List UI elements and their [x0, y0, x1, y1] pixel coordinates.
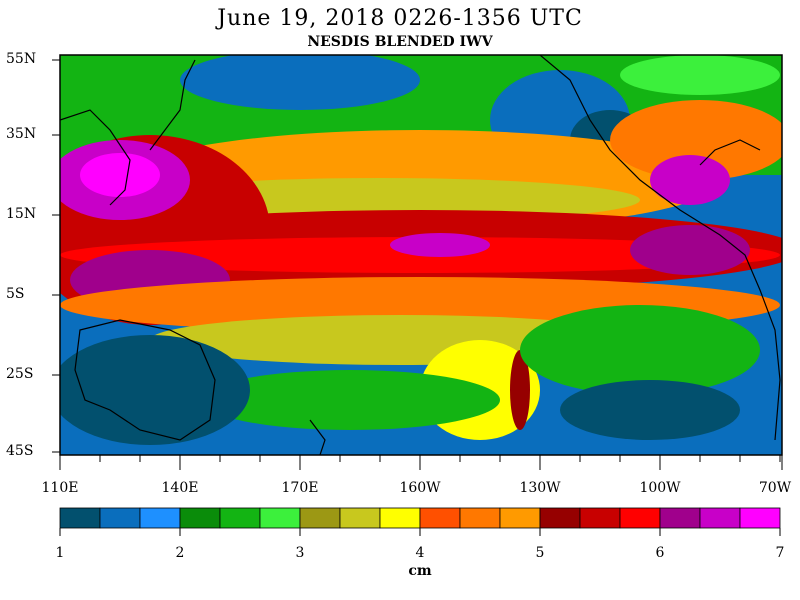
colorbar	[59, 507, 781, 536]
longitude-label: 100W	[639, 480, 681, 496]
colorbar-tick-label: 1	[55, 545, 65, 561]
colorbar-tick-label: 4	[415, 545, 425, 561]
colorbar-swatch	[619, 507, 661, 529]
longitude-label: 160W	[399, 480, 441, 496]
colorbar-swatch	[99, 507, 141, 529]
longitude-label: 140E	[161, 480, 199, 496]
colorbar-swatch	[339, 507, 381, 529]
longitude-label: 170E	[281, 480, 319, 496]
colorbar-swatch	[59, 507, 101, 529]
map-title: June 19, 2018 0226-1356 UTC	[217, 6, 583, 31]
coastlines	[60, 55, 781, 455]
colorbar-swatch	[379, 507, 421, 529]
colorbar-swatch	[179, 507, 221, 529]
colorbar-unit: cm	[408, 563, 432, 579]
longitude-label: 70W	[758, 480, 792, 496]
colorbar-swatch	[139, 507, 181, 529]
colorbar-swatch	[459, 507, 501, 529]
colorbar-swatch	[299, 507, 341, 529]
colorbar-swatch	[419, 507, 461, 529]
longitude-label: 110E	[41, 480, 79, 496]
colorbar-swatch	[259, 507, 301, 529]
map-subtitle: NESDIS BLENDED IWV	[307, 34, 493, 50]
colorbar-swatch	[499, 507, 541, 529]
colorbar-swatch	[699, 507, 741, 529]
latitude-label: 5S	[6, 286, 25, 302]
latitude-ticks	[52, 59, 60, 453]
latitude-label: 25S	[6, 366, 34, 382]
colorbar-swatch	[539, 507, 581, 529]
longitude-label: 130W	[519, 480, 561, 496]
colorbar-swatch	[219, 507, 261, 529]
vapor-field	[60, 55, 782, 455]
colorbar-tick-label: 3	[295, 545, 305, 561]
colorbar-tick-label: 2	[175, 545, 185, 561]
latitude-label: 15N	[6, 206, 37, 222]
colorbar-swatch	[579, 507, 621, 529]
colorbar-swatch	[739, 507, 781, 529]
longitude-ticks	[59, 455, 783, 470]
colorbar-tick-label: 6	[655, 545, 665, 561]
latitude-label: 55N	[6, 51, 37, 67]
colorbar-tick-label: 7	[775, 545, 785, 561]
colorbar-tick-label: 5	[535, 545, 545, 561]
colorbar-swatch	[659, 507, 701, 529]
latitude-label: 35N	[6, 126, 37, 142]
latitude-label: 45S	[6, 443, 34, 459]
